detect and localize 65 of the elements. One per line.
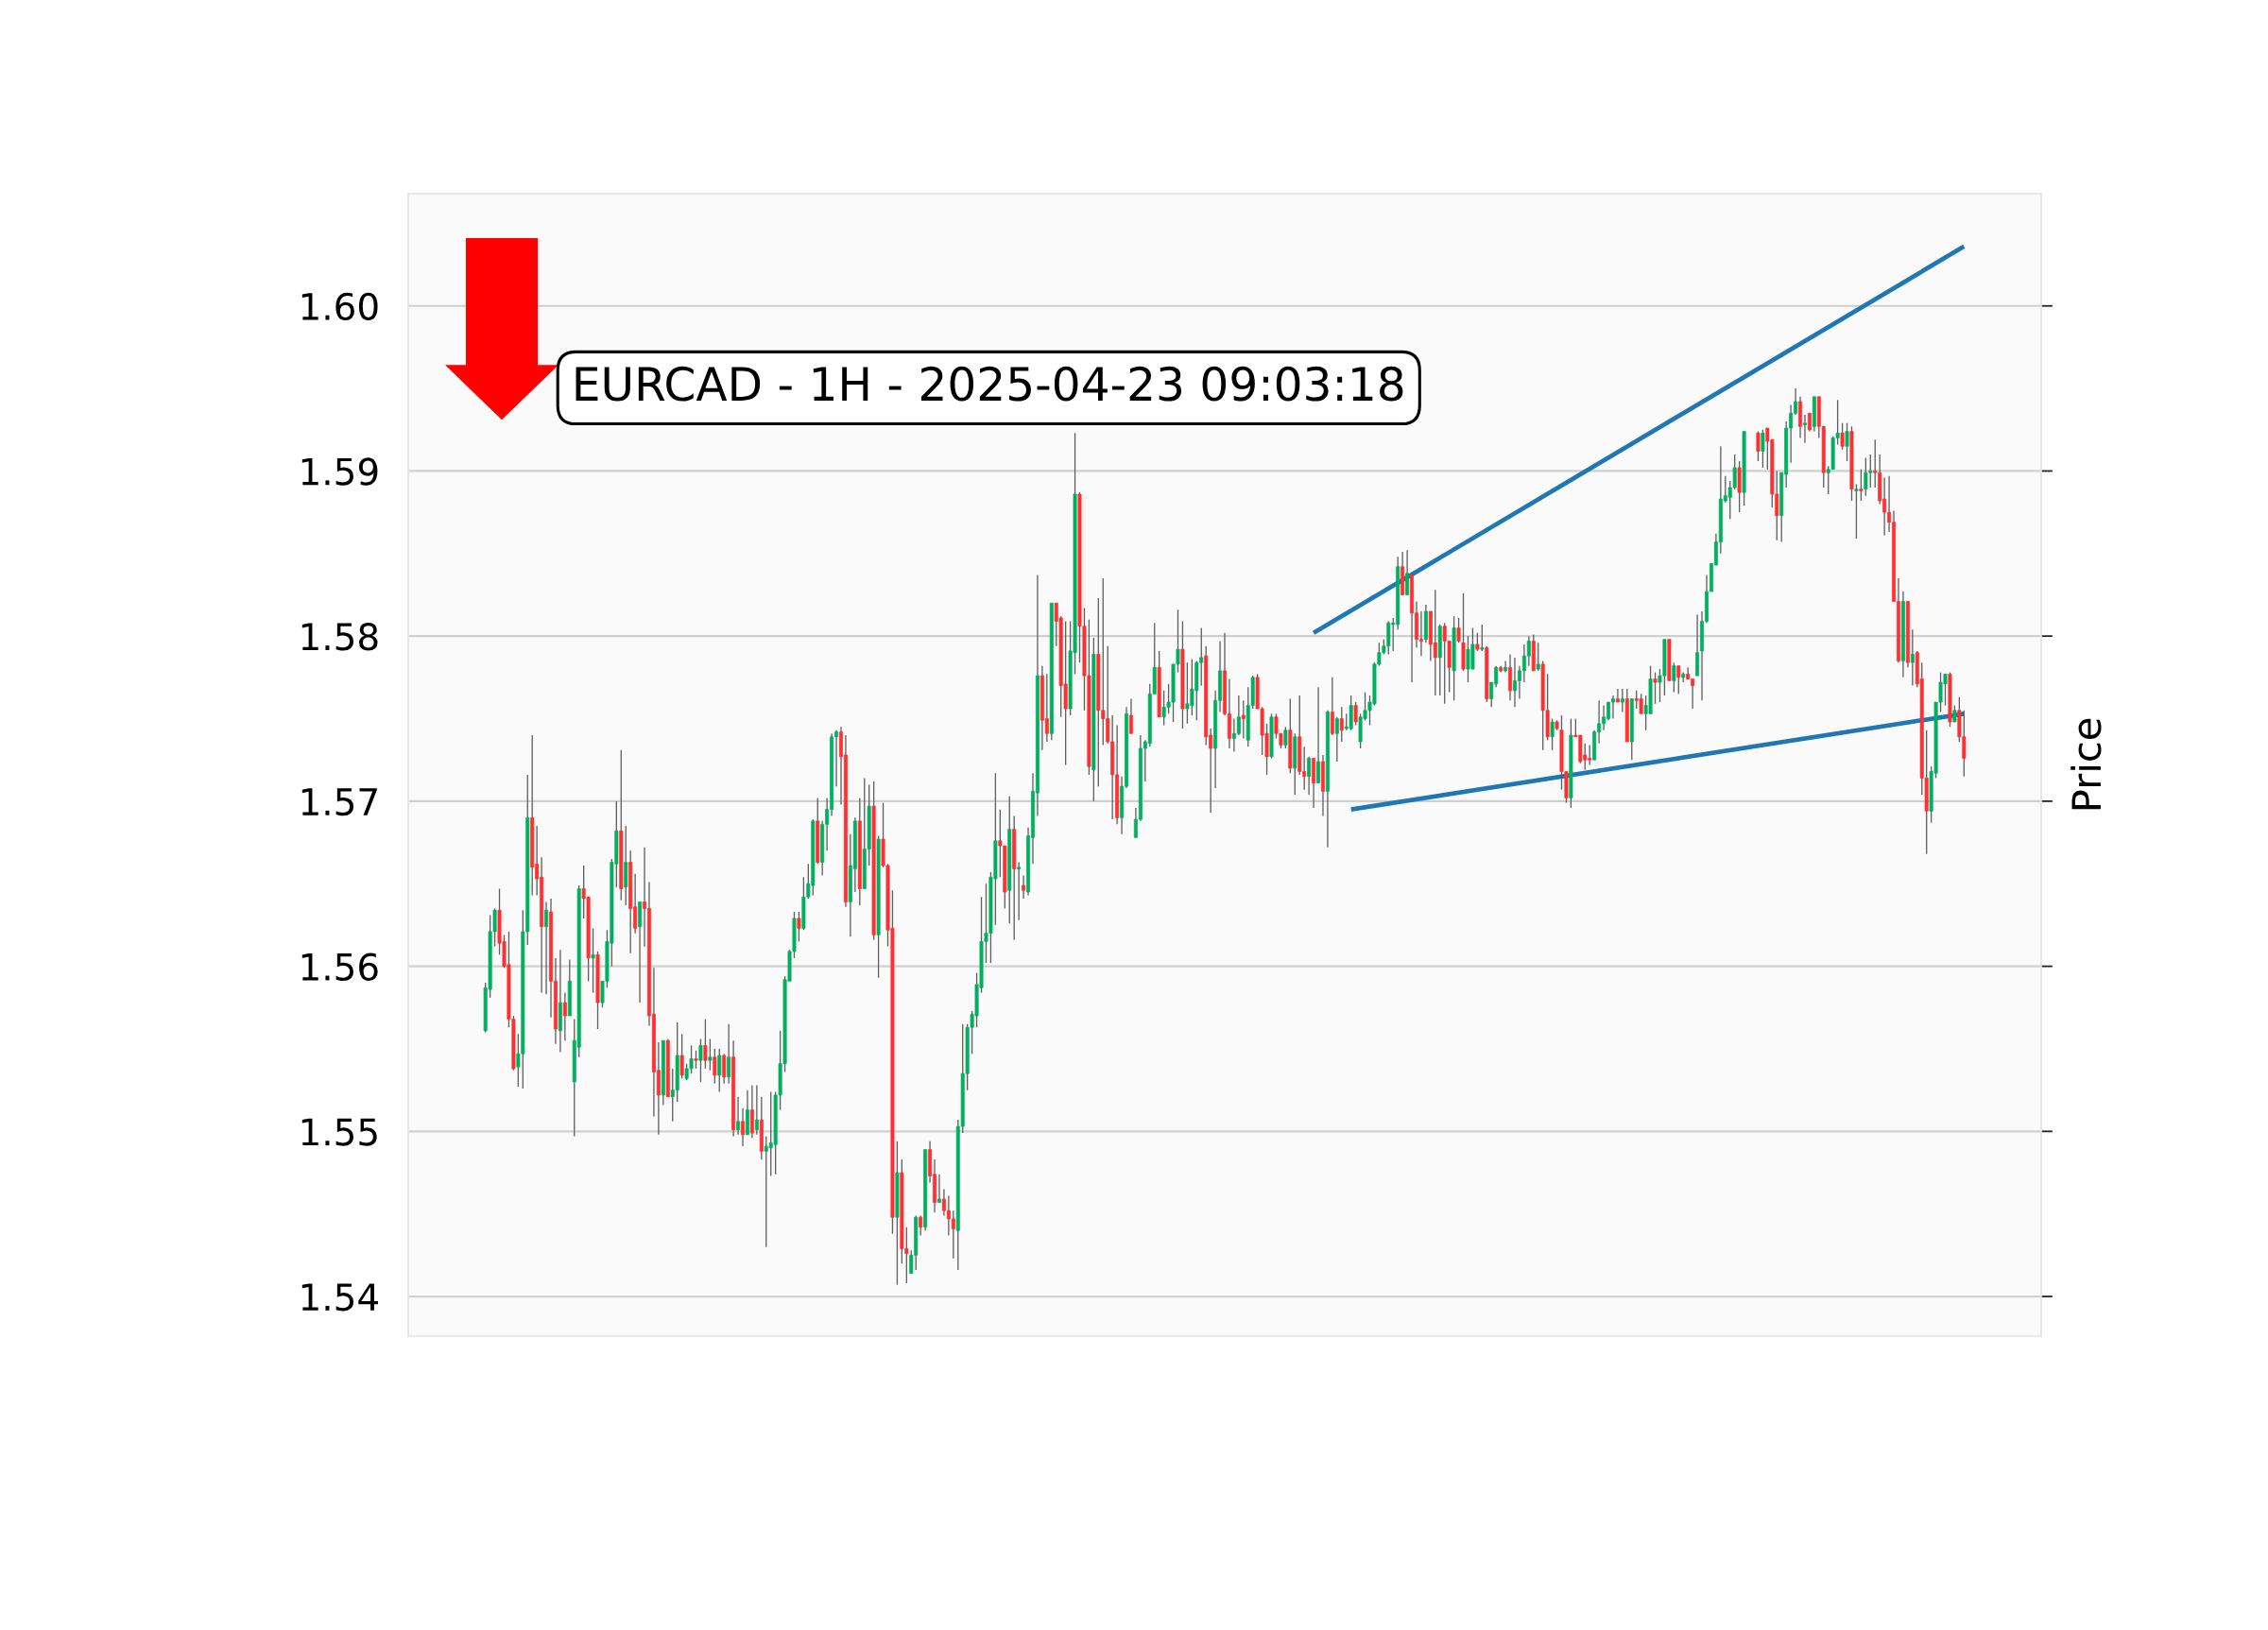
text: EURCAD - 1H - 2025-04-23 09:03:18 [576,366,1403,402]
candlestick [919,1214,923,1237]
candlestick [1840,422,1845,451]
candlestick [797,911,801,943]
candlestick [544,901,549,995]
y-tick-label: 1.54 [301,1283,378,1312]
candlestick [1761,429,1765,469]
candlestick [1550,717,1555,751]
candlestick [679,1033,684,1080]
candlestick [722,1053,727,1085]
candlestick [1854,483,1859,540]
candlestick [698,1038,703,1083]
candlestick [1236,695,1241,736]
candlestick [1128,697,1133,734]
candlestick [936,1174,941,1204]
y-tick-label: 1.56 [301,952,378,981]
y-tick-label: 1.59 [301,457,378,486]
candlestick [1241,699,1246,740]
candlestick [1475,632,1480,652]
candlestick [591,927,595,994]
candlestick [1503,660,1508,674]
candlestick [694,1050,698,1070]
candlestick [727,1023,731,1085]
candlestick [1433,589,1437,696]
candlestick [1536,642,1540,672]
candlestick [1044,673,1049,743]
candlestick [1859,469,1864,502]
candlestick [1405,549,1410,596]
candlestick [1480,624,1485,652]
y-tick-label: 1.57 [301,788,377,816]
candlestick [1845,422,1849,462]
candlestick [1339,706,1344,743]
candlestick [1334,716,1339,763]
candlestick [1672,661,1676,694]
candlestick [1353,701,1358,727]
candlestick [1910,628,1915,687]
candlestick [1807,412,1812,433]
candlestick [1456,617,1461,643]
candlestick [1022,874,1026,900]
candlestick [1316,686,1321,784]
candlestick [1418,610,1423,657]
candlestick [1676,664,1681,695]
y-tick-label: 1.55 [301,1118,377,1146]
candlestick [1017,861,1022,921]
candlestick [703,1018,708,1070]
candlestick [1307,756,1312,796]
candlestick [1610,695,1615,720]
candlestick [1620,688,1624,713]
y-axis-title: Price [2070,718,2102,810]
candlestick [754,1084,759,1136]
candlestick [1756,430,1761,462]
candlestick [736,1095,741,1136]
y-tick-label: 1.58 [301,623,378,651]
candlestick [717,1048,722,1093]
candlestick [1615,688,1620,703]
candlestick [713,1048,717,1085]
candlestick [1330,677,1334,736]
candlestick [951,1210,955,1260]
candlestick [741,1107,745,1147]
candlestick [1653,671,1658,705]
y-tick-label: 1.60 [301,292,378,321]
candlestick [1802,414,1807,444]
candlestick [1283,726,1288,749]
candlestick [708,1038,713,1072]
candlestick [562,991,567,1041]
